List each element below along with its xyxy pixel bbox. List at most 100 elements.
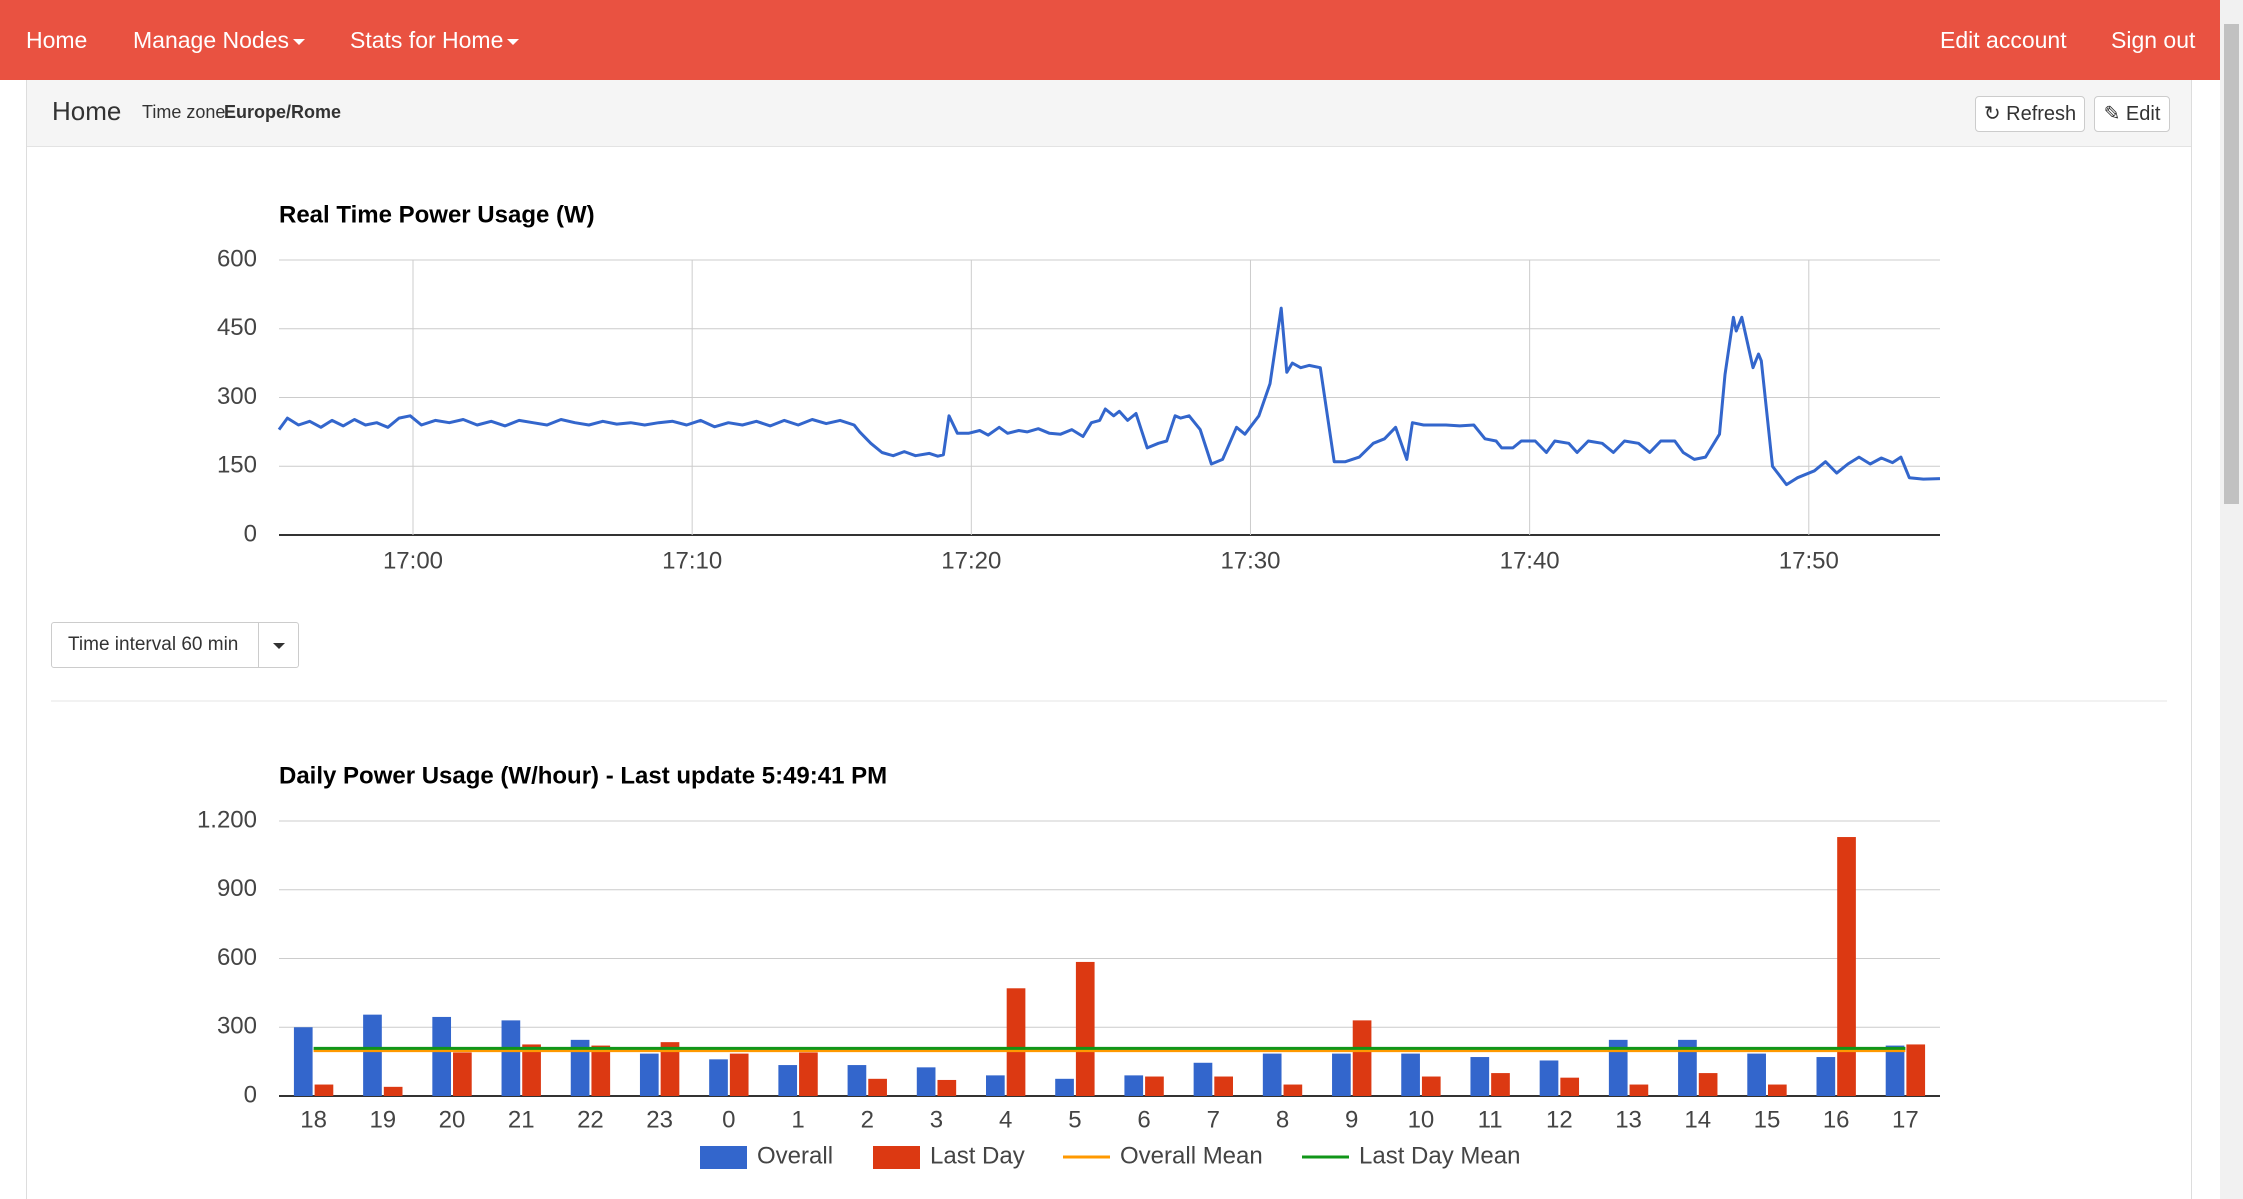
x-tick-label: 6: [1137, 1106, 1150, 1133]
bar: [709, 1059, 728, 1096]
x-tick-label: 5: [1068, 1106, 1081, 1133]
x-tick-label: 12: [1546, 1106, 1573, 1133]
bar: [1124, 1075, 1144, 1096]
x-tick-label: 0: [722, 1106, 735, 1133]
x-tick-label: 17:10: [662, 547, 722, 574]
bar: [1470, 1057, 1490, 1096]
navbar: Home Manage Nodes Stats for Home Edit ac…: [0, 0, 2220, 80]
bar: [363, 1014, 382, 1096]
y-tick-label: 0: [244, 520, 257, 547]
legend-label: Overall Mean: [1120, 1142, 1263, 1169]
bar: [1816, 1057, 1836, 1096]
nav-link[interactable]: Edit account: [1940, 27, 2067, 53]
bar: [1539, 1060, 1559, 1096]
panel: Home Time zone Europe/Rome ↻ Refresh ✎ E…: [26, 80, 2192, 1199]
legend-label: Last Day: [930, 1142, 1025, 1169]
y-tick-label: 300: [217, 383, 257, 410]
chart-title: Daily Power Usage (W/hour) - Last update…: [279, 762, 887, 789]
legend-swatch: [873, 1146, 920, 1169]
edit-button[interactable]: ✎ Edit: [2094, 96, 2170, 132]
bar: [1421, 1076, 1441, 1096]
bar: [1055, 1078, 1074, 1096]
bar: [1560, 1077, 1580, 1096]
bar: [1332, 1053, 1351, 1096]
bar: [1747, 1053, 1766, 1096]
bar: [1767, 1084, 1787, 1096]
nav-link[interactable]: Manage Nodes: [133, 27, 289, 53]
x-tick-label: 16: [1823, 1106, 1850, 1133]
legend-label: Overall: [757, 1142, 833, 1169]
bar: [937, 1079, 957, 1096]
y-tick-label: 600: [217, 944, 257, 971]
bar: [1075, 961, 1095, 1096]
x-tick-label: 17:40: [1500, 547, 1560, 574]
x-tick-label: 3: [930, 1106, 943, 1133]
x-tick-label: 20: [439, 1106, 466, 1133]
x-tick-label: 18: [300, 1106, 327, 1133]
bar: [501, 1020, 521, 1096]
x-tick-label: 17:30: [1220, 547, 1280, 574]
bar: [1283, 1084, 1303, 1096]
x-tick-label: 8: [1276, 1106, 1289, 1133]
bar: [1006, 988, 1026, 1096]
bar: [1885, 1045, 1905, 1096]
bar: [293, 1027, 313, 1096]
nav-link[interactable]: Home: [26, 27, 88, 53]
charts: Real Time Power Usage (W)015030045060017…: [51, 201, 2167, 1169]
bar: [847, 1065, 867, 1096]
bar: [1608, 1039, 1628, 1096]
x-tick-label: 9: [1345, 1106, 1358, 1133]
bar: [1262, 1053, 1282, 1096]
bar: [1214, 1076, 1233, 1096]
bar: [1491, 1073, 1510, 1096]
x-tick-label: 17:20: [941, 547, 1001, 574]
bar: [570, 1039, 590, 1096]
bar: [1906, 1044, 1926, 1096]
x-tick-label: 23: [646, 1106, 673, 1133]
bar: [1678, 1039, 1697, 1096]
nav-link[interactable]: Stats for Home: [350, 27, 504, 53]
x-tick-label: 15: [1754, 1106, 1781, 1133]
bar: [778, 1065, 798, 1096]
button-label: Refresh: [2006, 103, 2077, 125]
bar: [1629, 1084, 1649, 1096]
bar: [314, 1084, 334, 1096]
bar: [591, 1045, 611, 1096]
dropdown-label: Time interval 60 min: [68, 634, 239, 655]
bar: [383, 1086, 403, 1096]
nav-dropdown[interactable]: Manage Nodes: [133, 27, 305, 54]
interval-dropdown[interactable]: Time interval 60 min: [51, 622, 299, 668]
bar: [522, 1044, 541, 1096]
x-tick-label: 13: [1615, 1106, 1642, 1133]
x-tick-label: 1: [791, 1106, 804, 1133]
bar: [432, 1016, 452, 1096]
x-tick-label: 19: [369, 1106, 396, 1133]
y-tick-label: 1.200: [197, 806, 257, 833]
line: [277, 306, 1941, 487]
nav-dropdown[interactable]: Stats for Home: [350, 27, 520, 54]
bar: [916, 1067, 936, 1096]
x-tick-label: 10: [1408, 1106, 1435, 1133]
bar: [1401, 1053, 1420, 1096]
scroll-thumb[interactable]: [2224, 24, 2239, 504]
x-tick-label: 22: [577, 1106, 604, 1133]
panel-header: Home Time zone Europe/Rome ↻ Refresh ✎ E…: [27, 80, 2191, 147]
divider: [258, 623, 259, 667]
x-tick-label: 4: [999, 1106, 1012, 1133]
bar: [1145, 1076, 1164, 1096]
bar: [868, 1078, 887, 1096]
x-tick-label: 14: [1684, 1106, 1711, 1133]
bar: [799, 1052, 818, 1096]
bar: [729, 1053, 749, 1096]
bar: [1698, 1073, 1718, 1096]
timezone: Europe/Rome: [224, 102, 342, 122]
x-tick-label: 21: [508, 1106, 535, 1133]
caret: [273, 643, 285, 649]
scrollbar[interactable]: [2220, 0, 2243, 1199]
timezone-label: Time zone: [142, 102, 226, 122]
y-tick-label: 450: [217, 314, 257, 341]
nav-link[interactable]: Sign out: [2111, 27, 2196, 53]
legend-swatch: [700, 1146, 747, 1169]
refresh-button[interactable]: ↻ Refresh: [1975, 96, 2085, 132]
